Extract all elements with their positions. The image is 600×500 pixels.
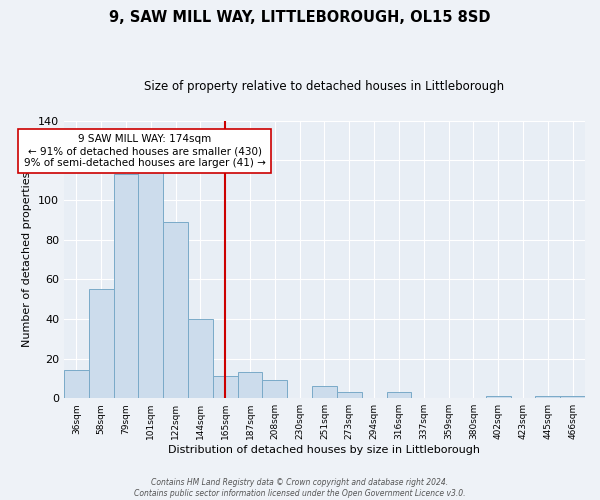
Bar [64, 370, 89, 398]
Bar [163, 222, 188, 398]
Bar [312, 386, 337, 398]
Y-axis label: Number of detached properties: Number of detached properties [22, 172, 32, 347]
Text: Contains HM Land Registry data © Crown copyright and database right 2024.
Contai: Contains HM Land Registry data © Crown c… [134, 478, 466, 498]
X-axis label: Distribution of detached houses by size in Littleborough: Distribution of detached houses by size … [169, 445, 481, 455]
Bar [560, 396, 585, 398]
Bar [238, 372, 262, 398]
Bar [139, 170, 163, 398]
Bar [213, 376, 238, 398]
Bar [337, 392, 362, 398]
Bar [262, 380, 287, 398]
Title: Size of property relative to detached houses in Littleborough: Size of property relative to detached ho… [145, 80, 505, 93]
Text: 9, SAW MILL WAY, LITTLEBOROUGH, OL15 8SD: 9, SAW MILL WAY, LITTLEBOROUGH, OL15 8SD [109, 10, 491, 25]
Bar [113, 174, 139, 398]
Text: 9 SAW MILL WAY: 174sqm
← 91% of detached houses are smaller (430)
9% of semi-det: 9 SAW MILL WAY: 174sqm ← 91% of detached… [23, 134, 266, 168]
Bar [486, 396, 511, 398]
Bar [188, 319, 213, 398]
Bar [535, 396, 560, 398]
Bar [386, 392, 412, 398]
Bar [89, 289, 113, 398]
